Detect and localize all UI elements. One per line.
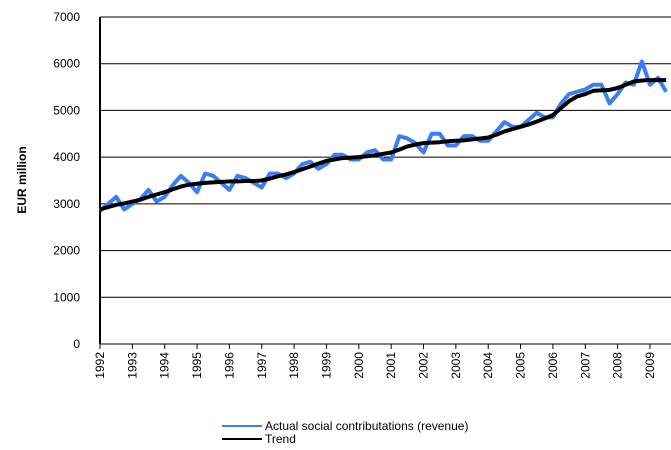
x-tick-label: 1998 [287,352,301,379]
x-tick-label: 2002 [417,352,431,379]
y-tick-label: 6000 [53,57,80,71]
x-tick-label: 2008 [611,352,625,379]
y-tick-label: 2000 [53,244,80,258]
x-tick-label: 2009 [643,352,657,379]
x-tick-label: 1997 [255,352,269,379]
y-tick-label: 1000 [53,290,80,304]
y-tick-label: 0 [73,337,80,351]
y-tick-label: 5000 [53,103,80,117]
y-tick-label: 4000 [53,150,80,164]
x-tick-label: 1999 [319,352,333,379]
x-tick-label: 2005 [514,352,528,379]
legend-label: Actual social contributations (revenue) [265,419,468,433]
x-tick-label: 2003 [449,352,463,379]
series-line [98,59,668,213]
x-tick-label: 2000 [352,352,366,379]
legend-label: Trend [265,432,296,446]
y-axis-label: EUR million [15,146,29,213]
y-tick-label: 7000 [53,10,80,24]
x-tick-label: 2004 [481,352,495,379]
x-tick-label: 1996 [222,352,236,379]
x-tick-label: 1995 [190,352,204,379]
x-tick-label: 2006 [546,352,560,379]
x-tick-label: 1994 [158,352,172,379]
x-tick-label: 2007 [578,352,592,379]
y-tick-label: 3000 [53,197,80,211]
series-line [99,78,667,212]
x-tick-label: 2001 [384,352,398,379]
x-tick-label: 1993 [125,352,139,379]
x-tick-label: 1992 [93,352,107,379]
